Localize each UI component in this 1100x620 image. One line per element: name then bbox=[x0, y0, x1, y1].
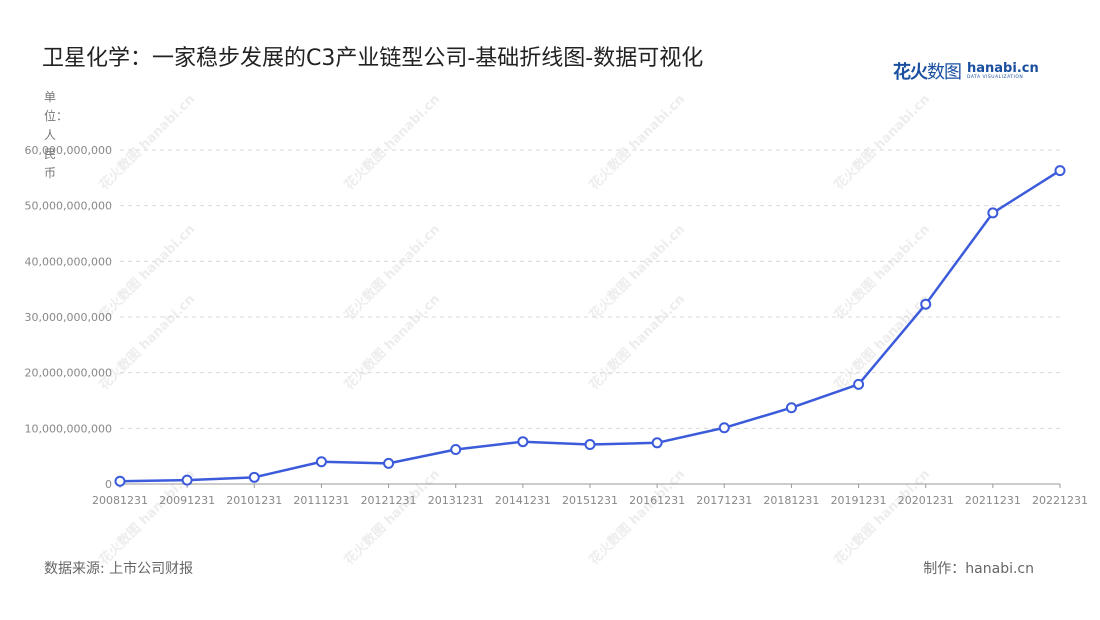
chart-title: 卫星化学：一家稳步发展的C3产业链型公司-基础折线图-数据可视化 bbox=[42, 46, 704, 71]
data-point bbox=[920, 298, 932, 310]
watermark-text: 花火数图 hanabi.cn bbox=[586, 91, 688, 193]
y-axis-ticks: 0 10,000,000,000 20,000,000,000 30,000,000,… bbox=[25, 144, 112, 491]
y-tick-label: 20,000,000,000 bbox=[25, 367, 112, 380]
x-tick-label: 20101231 bbox=[226, 494, 282, 507]
data-point bbox=[987, 207, 999, 219]
logo-en: hanabi.cn DATA VISUALIZATION bbox=[967, 62, 1039, 81]
x-tick-label: 20111231 bbox=[293, 494, 349, 507]
x-tick-label: 20191231 bbox=[831, 494, 887, 507]
x-tick-label: 20121231 bbox=[361, 494, 417, 507]
data-point bbox=[383, 457, 395, 469]
series-line-group bbox=[119, 169, 1061, 483]
x-tick-label: 20081231 bbox=[92, 494, 148, 507]
watermark-text: 花火数图 hanabi.cn bbox=[96, 91, 198, 193]
data-points bbox=[114, 165, 1066, 487]
x-tick-label: 20211231 bbox=[965, 494, 1021, 507]
data-point bbox=[651, 437, 663, 449]
y-tick-label: 10,000,000,000 bbox=[25, 422, 112, 435]
logo-en-sub: DATA VISUALIZATION bbox=[967, 74, 1024, 80]
watermark-text: 花火数图 hanabi.cn bbox=[831, 466, 933, 568]
logo-cn-bold: 花火 bbox=[893, 62, 928, 83]
brand-logo: 花火数图 hanabi.cn DATA VISUALIZATION bbox=[893, 58, 1039, 84]
watermark-text: 花火数图 hanabi.cn bbox=[341, 91, 443, 193]
series-line bbox=[119, 169, 1061, 483]
watermark-text: 花火数图 hanabi.cn bbox=[341, 466, 443, 568]
x-tick-label: 20131231 bbox=[428, 494, 484, 507]
y-tick-label: 50,000,000,000 bbox=[25, 200, 112, 213]
data-source: 数据来源: 上市公司财报 bbox=[44, 561, 194, 577]
x-tick-label: 20221231 bbox=[1032, 494, 1088, 507]
y-tick-label: 0 bbox=[105, 478, 112, 491]
data-point bbox=[785, 402, 797, 414]
x-tick-label: 20201231 bbox=[898, 494, 954, 507]
data-point bbox=[248, 471, 260, 483]
x-tick-label: 20161231 bbox=[629, 494, 685, 507]
logo-cn: 花火数图 bbox=[893, 58, 962, 84]
y-tick-label: 60,000,000,000 bbox=[25, 144, 112, 157]
y-axis-unit-label: 单位：人民币 bbox=[44, 90, 69, 180]
x-tick-label: 20091231 bbox=[159, 494, 215, 507]
y-tick-label: 40,000,000,000 bbox=[25, 255, 112, 268]
logo-en-text: hanabi.cn bbox=[967, 60, 1039, 76]
logo-cn-thin: 数图 bbox=[927, 62, 962, 83]
data-point bbox=[718, 422, 730, 434]
x-tick-label: 20141231 bbox=[495, 494, 551, 507]
x-tick-label: 20151231 bbox=[562, 494, 618, 507]
data-point bbox=[181, 474, 193, 486]
watermark-text: 花火数图 hanabi.cn bbox=[831, 91, 933, 193]
data-point bbox=[450, 443, 462, 455]
data-point bbox=[315, 456, 327, 468]
data-point bbox=[584, 438, 596, 450]
credit-text: 制作：hanabi.cn bbox=[923, 561, 1034, 577]
data-point bbox=[1054, 165, 1066, 177]
data-point bbox=[853, 378, 865, 390]
x-axis: 20081231 20091231 20101231 20111231 20121231… bbox=[92, 483, 1088, 507]
x-tick-label: 20171231 bbox=[696, 494, 752, 507]
data-point bbox=[517, 436, 529, 448]
y-tick-label: 30,000,000,000 bbox=[25, 311, 112, 324]
watermark-text: 花火数图 hanabi.cn bbox=[586, 466, 688, 568]
data-point bbox=[114, 475, 126, 487]
x-tick-label: 20181231 bbox=[763, 494, 819, 507]
